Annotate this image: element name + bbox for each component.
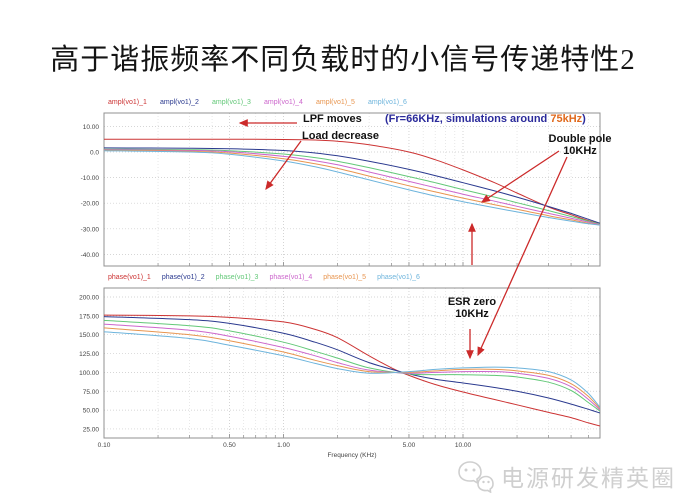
svg-text:150.00: 150.00 bbox=[79, 332, 99, 339]
legend-item: ampl(vo1)_3 bbox=[212, 99, 251, 106]
svg-text:1.00: 1.00 bbox=[277, 442, 290, 449]
svg-text:-40.00: -40.00 bbox=[81, 252, 100, 259]
curve-phase(vo1)_2 bbox=[104, 316, 600, 414]
legend-item: phase(vo1)_1 bbox=[108, 274, 151, 281]
svg-text:10.00: 10.00 bbox=[83, 124, 100, 131]
amplitude-plot-curves bbox=[104, 138, 600, 226]
curve-ampl(vo1)_2 bbox=[104, 147, 600, 224]
svg-text:5.00: 5.00 bbox=[403, 442, 416, 449]
curve-ampl(vo1)_5 bbox=[104, 149, 600, 226]
svg-text:0.0: 0.0 bbox=[90, 150, 99, 157]
legend-item: phase(vo1)_4 bbox=[269, 274, 313, 281]
curve-phase(vo1)_6 bbox=[104, 331, 600, 409]
svg-text:175.00: 175.00 bbox=[79, 313, 99, 320]
curve-phase(vo1)_1 bbox=[104, 314, 600, 427]
legend-item: phase(vo1)_6 bbox=[377, 274, 420, 281]
svg-text:200.00: 200.00 bbox=[79, 295, 99, 302]
legend-item: ampl(vo1)_6 bbox=[368, 99, 407, 106]
svg-text:0.10: 0.10 bbox=[98, 442, 111, 449]
legend-item: ampl(vo1)_2 bbox=[160, 99, 199, 106]
svg-text:-30.00: -30.00 bbox=[81, 226, 100, 233]
phase-plot-curves bbox=[104, 314, 600, 427]
esr-zero-label: ESR zero 10KHz bbox=[447, 296, 497, 320]
legend-item: phase(vo1)_2 bbox=[161, 274, 205, 281]
svg-text:75.00: 75.00 bbox=[83, 389, 100, 396]
phase-legend: phase(vo1)_1 phase(vo1)_2 phase(vo1)_3 phas… bbox=[108, 274, 420, 281]
svg-text:100.00: 100.00 bbox=[79, 370, 99, 377]
svg-text:0.50: 0.50 bbox=[223, 442, 236, 449]
curve-ampl(vo1)_1 bbox=[104, 138, 600, 225]
fr-note-suffix: ) bbox=[582, 113, 586, 125]
fr-note-highlight: 75kHz bbox=[550, 113, 583, 125]
amplitude-legend: ampl(vo1)_1 ampl(vo1)_2 ampl(vo1)_3 ampl(vo… bbox=[108, 99, 409, 106]
svg-text:10.00: 10.00 bbox=[455, 442, 472, 449]
legend-item: ampl(vo1)_4 bbox=[264, 99, 303, 106]
legend-item: ampl(vo1)_5 bbox=[316, 99, 355, 106]
curve-phase(vo1)_5 bbox=[104, 327, 600, 410]
svg-text:-20.00: -20.00 bbox=[81, 201, 100, 208]
legend-item: phase(vo1)_3 bbox=[215, 274, 259, 281]
watermark-text: 电源研发精英圈 bbox=[501, 465, 676, 491]
wechat-logo-icon bbox=[458, 461, 494, 493]
legend-item: ampl(vo1)_1 bbox=[108, 99, 147, 106]
page-title: 高于谐振频率不同负载时的小信号传递特性2 bbox=[50, 44, 636, 76]
curve-phase(vo1)_3 bbox=[104, 319, 600, 412]
watermark: 电源研发精英圈 bbox=[456, 459, 676, 493]
svg-text:125.00: 125.00 bbox=[79, 351, 99, 358]
legend-item: phase(vo1)_5 bbox=[323, 274, 367, 281]
double-pole-label: Double pole 10KHz bbox=[548, 133, 612, 157]
curve-phase(vo1)_4 bbox=[104, 323, 600, 411]
svg-text:Frequency (KHz): Frequency (KHz) bbox=[327, 452, 376, 459]
fr-note-prefix: (Fr=66KHz, simulations around bbox=[385, 113, 551, 125]
lpf-moves-label: LPF moves bbox=[303, 113, 362, 125]
annotation-arrows bbox=[238, 119, 568, 360]
fr-note-label: (Fr=66KHz, simulations around 75kHz) bbox=[385, 113, 586, 125]
svg-text:50.00: 50.00 bbox=[83, 408, 100, 415]
curve-ampl(vo1)_6 bbox=[104, 150, 600, 226]
curve-ampl(vo1)_3 bbox=[104, 148, 600, 225]
load-decrease-label: Load decrease bbox=[302, 130, 380, 142]
curve-ampl(vo1)_4 bbox=[104, 149, 600, 225]
svg-text:-10.00: -10.00 bbox=[81, 175, 100, 182]
svg-text:25.00: 25.00 bbox=[83, 426, 100, 433]
amplitude-plot: 10.00 0.0 -10.00 -20.00 -30.00 -40.00 bbox=[81, 112, 601, 267]
phase-plot: 200.00 175.00 150.00 125.00 100.00 75.00 50.00… bbox=[79, 287, 601, 459]
